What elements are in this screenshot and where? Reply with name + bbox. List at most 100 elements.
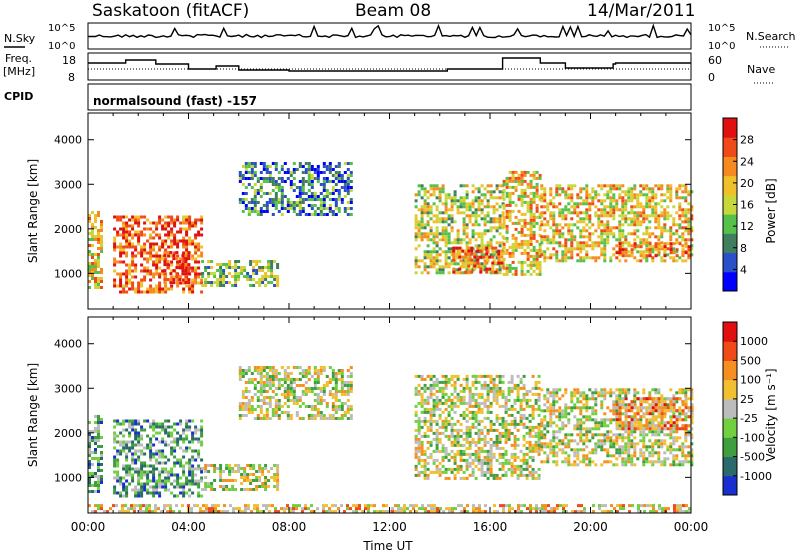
power-cell [561, 217, 565, 221]
velocity-cell [423, 398, 427, 402]
power-cell [250, 162, 254, 165]
power-cell [591, 223, 595, 227]
power-cell [417, 220, 421, 224]
power-cell [594, 196, 598, 200]
power-cell [456, 199, 460, 203]
velocity-cell [447, 413, 451, 417]
velocity-cell [603, 394, 607, 398]
power-cell [444, 226, 448, 230]
velocity-cell [435, 434, 439, 438]
power-cell [273, 278, 277, 281]
velocity-cell [134, 494, 138, 498]
power-cell [423, 262, 427, 266]
velocity-cell [204, 485, 208, 488]
velocity-cell [480, 401, 484, 405]
power-cell [343, 162, 347, 165]
power-cell [210, 272, 214, 275]
power-cell [286, 198, 290, 201]
velocity-cell [477, 392, 481, 396]
power-cell [286, 207, 290, 210]
power-cell [666, 214, 670, 218]
velocity-cell [253, 378, 257, 381]
velocity-cell [462, 413, 466, 417]
velocity-cell [489, 410, 493, 414]
velocity-cell [253, 366, 257, 369]
power-cell [642, 205, 646, 209]
power-cell [456, 205, 460, 209]
power-cell [588, 220, 592, 224]
power-cell [508, 212, 512, 216]
power-cell [508, 218, 512, 222]
power-cell [185, 248, 189, 252]
power-cell [346, 207, 350, 210]
power-cell [663, 226, 667, 230]
velocity-cell [128, 482, 132, 486]
power-cell [532, 245, 536, 249]
power-cell [529, 272, 533, 276]
velocity-cell [429, 386, 433, 390]
power-cell [170, 218, 174, 222]
velocity-cell [570, 448, 574, 452]
velocity-cell [191, 419, 195, 423]
power-cell [505, 215, 509, 219]
velocity-cell [546, 388, 550, 392]
velocity-cell [155, 467, 159, 471]
velocity-cell [510, 380, 514, 384]
velocity-cell [555, 454, 559, 458]
velocity-cell [185, 479, 189, 483]
velocity-cell [552, 397, 556, 401]
power-cell [618, 235, 622, 239]
velocity-cell [280, 411, 284, 414]
velocity-cell [334, 417, 338, 420]
power-cell [194, 245, 198, 249]
velocity-cell [456, 452, 460, 456]
velocity-cell [444, 425, 448, 429]
velocity-cell [414, 389, 418, 393]
velocity-cell [122, 443, 126, 447]
velocity-cell [573, 454, 577, 458]
power-cell [465, 205, 469, 209]
power-cell [259, 207, 263, 210]
power-cell [423, 226, 427, 230]
power-cell [331, 186, 335, 189]
power-cell [265, 192, 269, 195]
power-cell [182, 257, 186, 261]
velocity-cell [474, 398, 478, 402]
velocity-cell [591, 394, 595, 398]
velocity-cell [340, 369, 344, 372]
power-cell [492, 259, 496, 263]
power-cell [244, 177, 248, 180]
velocity-cell [591, 460, 595, 464]
power-cell [259, 183, 263, 186]
velocity-cell [122, 419, 126, 423]
power-cell [169, 272, 173, 276]
power-cell [319, 171, 323, 174]
velocity-cell [522, 458, 526, 462]
velocity-cell [273, 473, 277, 476]
velocity-cell [486, 383, 490, 387]
power-cell [573, 238, 577, 242]
power-cell [313, 168, 317, 171]
velocity-cell [549, 439, 553, 443]
power-cell [612, 214, 616, 218]
velocity-cell [507, 437, 511, 441]
velocity-cell [585, 397, 589, 401]
power-cell [467, 249, 471, 253]
power-cell [456, 268, 460, 272]
power-cell [170, 239, 174, 243]
power-cell [579, 259, 583, 263]
velocity-cell [146, 482, 150, 486]
power-cell [441, 190, 445, 194]
velocity-cell [122, 485, 126, 489]
power-cell [414, 217, 418, 221]
velocity-cell [414, 437, 418, 441]
power-cell [91, 229, 94, 232]
power-cell [603, 214, 607, 218]
velocity-cell [540, 448, 544, 452]
power-cell [182, 218, 186, 222]
power-cell [636, 202, 640, 206]
power-cell [633, 238, 637, 242]
power-cell [648, 220, 652, 224]
velocity-cell [188, 446, 192, 450]
